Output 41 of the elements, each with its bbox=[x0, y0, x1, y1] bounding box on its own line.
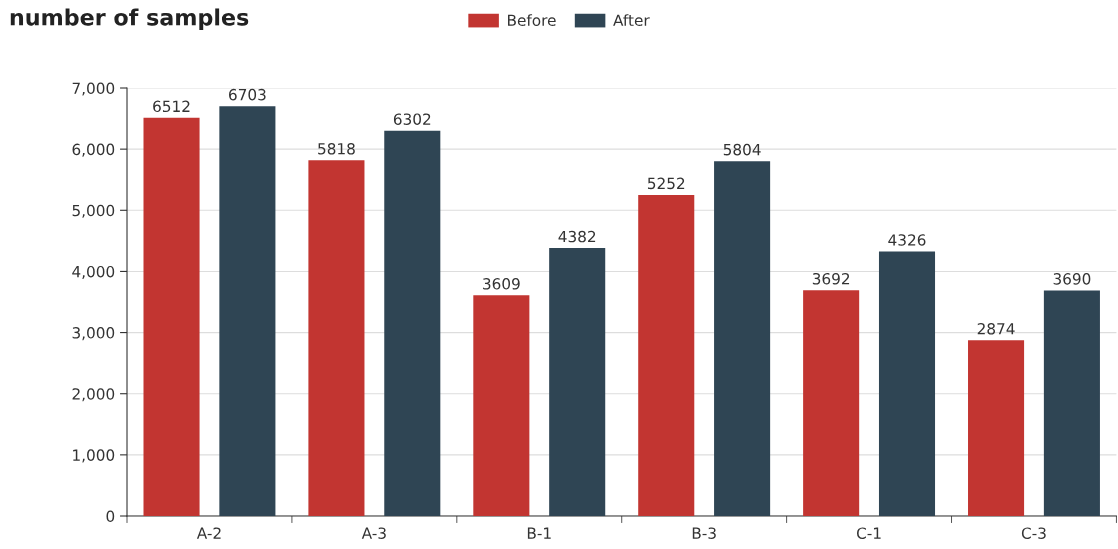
bar bbox=[714, 161, 771, 516]
data-label: 3692 bbox=[812, 272, 850, 285]
y-tick-label: 2,000 bbox=[72, 388, 115, 402]
bar bbox=[968, 340, 1025, 516]
data-label: 5818 bbox=[318, 142, 355, 155]
y-tick-label: 4,000 bbox=[72, 265, 115, 280]
x-tick-label: A-3 bbox=[361, 527, 386, 539]
data-label: 6703 bbox=[229, 88, 266, 101]
bar bbox=[143, 117, 200, 516]
data-label: 6512 bbox=[153, 100, 190, 113]
data-label: 4326 bbox=[888, 234, 926, 246]
data-label: 3609 bbox=[483, 278, 520, 290]
y-tick-label: 5,000 bbox=[72, 204, 115, 218]
data-label: 4382 bbox=[558, 230, 596, 243]
bar bbox=[878, 251, 936, 516]
y-tick-label: 7,000 bbox=[72, 82, 115, 96]
x-tick-label: A-2 bbox=[196, 527, 221, 539]
bar bbox=[473, 295, 530, 516]
data-label: 2874 bbox=[977, 322, 1015, 335]
legend-label: Before bbox=[508, 14, 556, 27]
bar bbox=[638, 194, 695, 516]
bar bbox=[308, 160, 365, 516]
bar bbox=[549, 248, 606, 516]
bar bbox=[1043, 290, 1100, 516]
x-tick-label: C-1 bbox=[856, 527, 881, 539]
data-label: 5252 bbox=[647, 177, 685, 190]
bar bbox=[384, 130, 441, 516]
chart-title: number of samples bbox=[10, 8, 249, 30]
x-tick-label: C-3 bbox=[1021, 527, 1046, 539]
x-tick-label: B-3 bbox=[692, 527, 716, 539]
y-tick-label: 3,000 bbox=[72, 327, 115, 341]
data-label: 5804 bbox=[723, 143, 761, 156]
data-label: 6302 bbox=[393, 113, 431, 125]
y-tick-label: 0 bbox=[106, 510, 115, 523]
x-tick-label: B-1 bbox=[527, 527, 551, 539]
data-label: 3690 bbox=[1053, 273, 1091, 285]
y-tick-label: 6,000 bbox=[72, 143, 115, 157]
bar bbox=[803, 290, 860, 516]
y-tick-label: 1,000 bbox=[73, 449, 115, 463]
bar bbox=[219, 106, 276, 516]
legend-label: After bbox=[613, 14, 650, 27]
